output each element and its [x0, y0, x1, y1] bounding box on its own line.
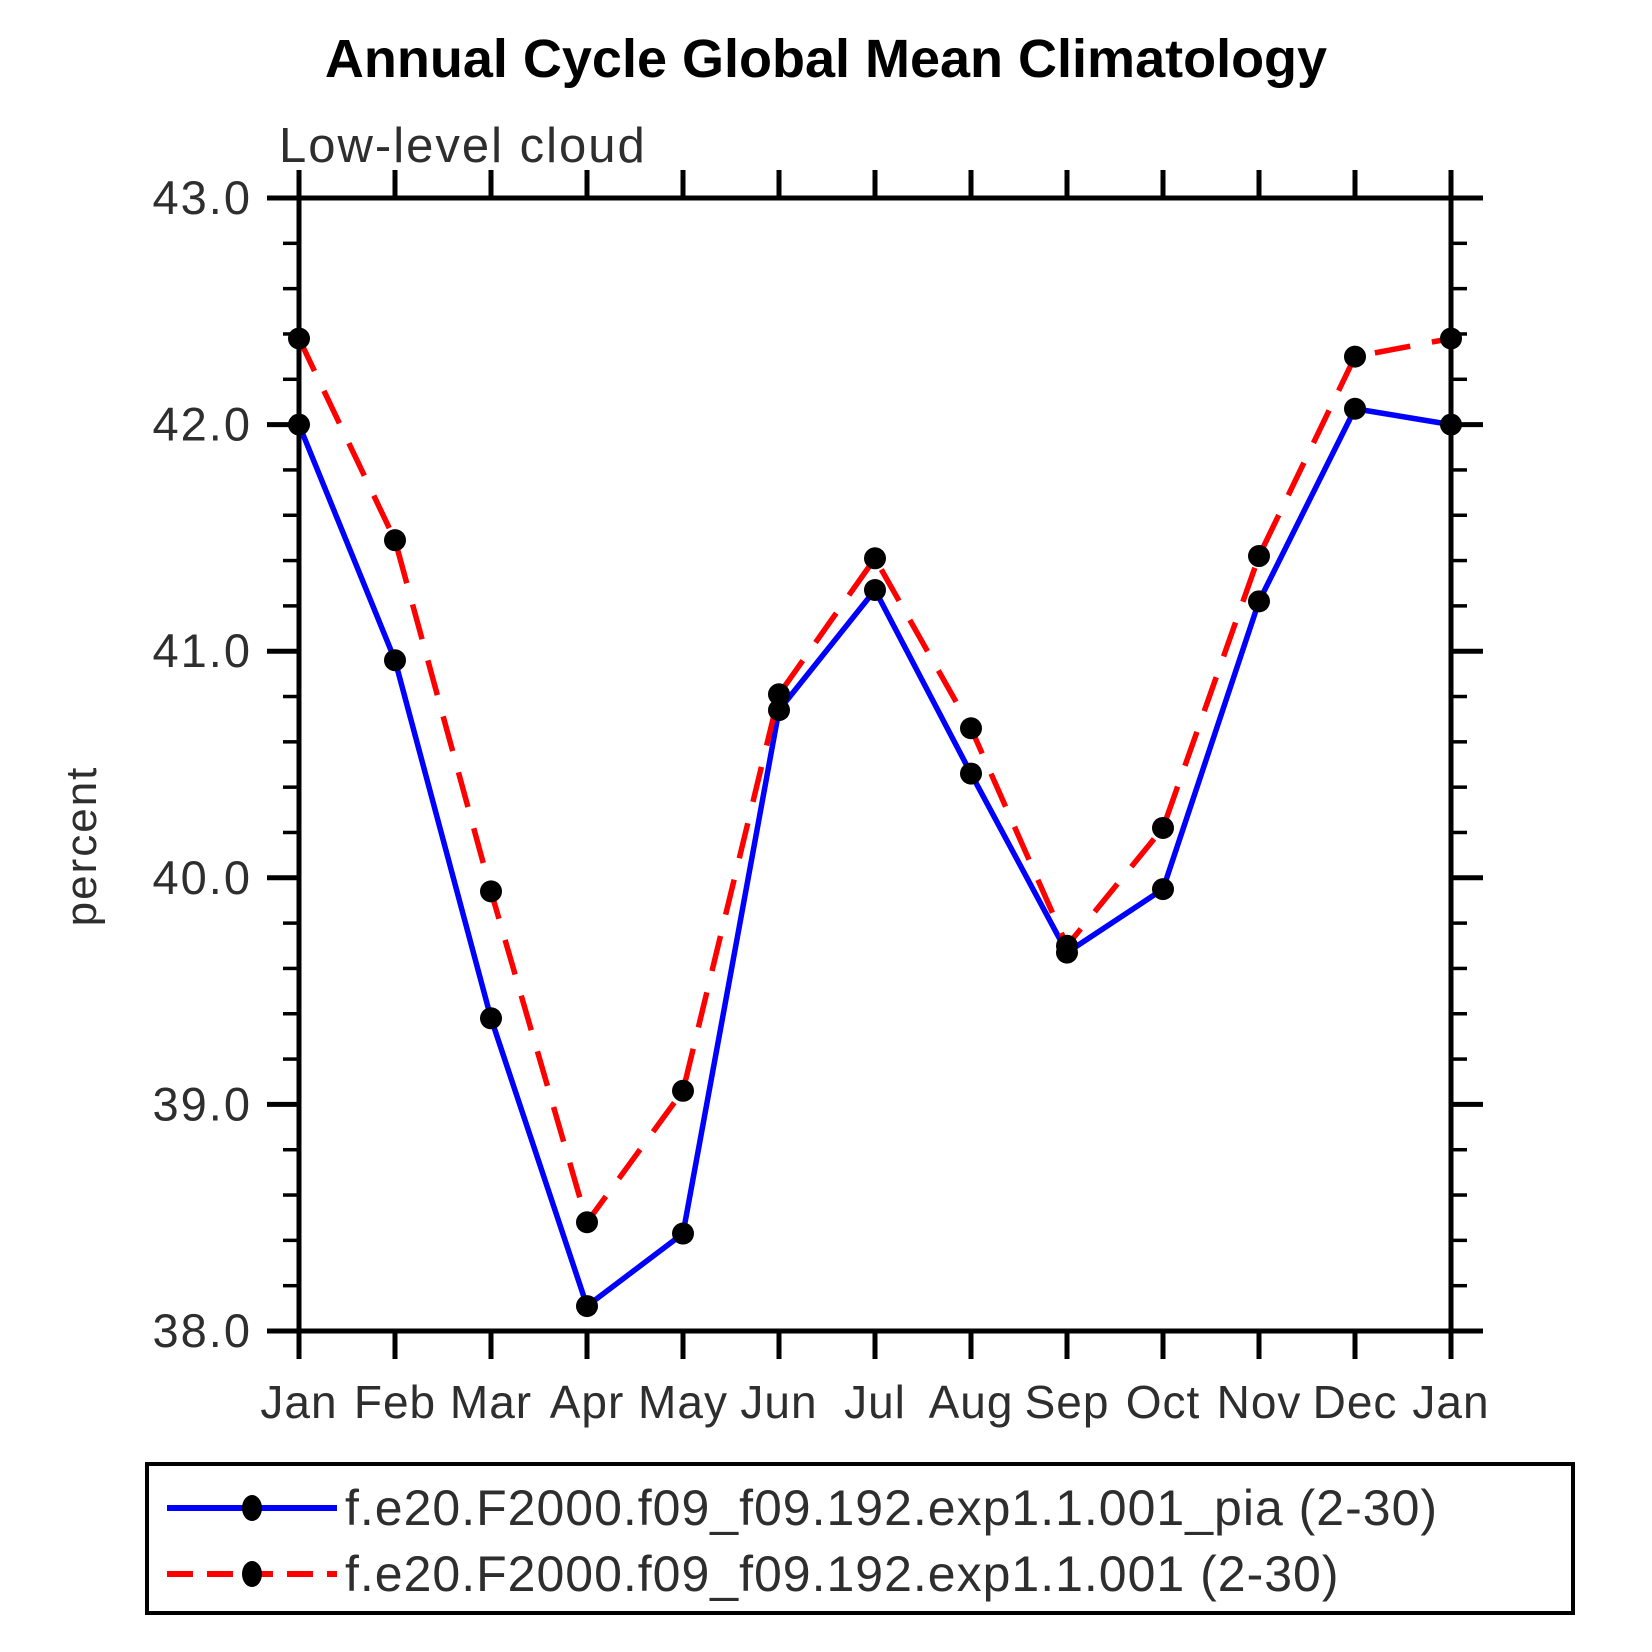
legend: f.e20.F2000.f09_f09.192.exp1.1.001_pia (… [145, 1462, 1575, 1615]
plot-frame [296, 195, 1454, 1334]
y-axis-title: percent [57, 766, 106, 927]
data-point-base-8 [1056, 934, 1078, 957]
data-point-pia-6 [864, 579, 886, 602]
series-line-pia [296, 405, 1452, 1309]
legend-sample-red-dashed-line [167, 1561, 337, 1587]
x-tick-label: Dec [1313, 1376, 1398, 1428]
data-point-pia-4 [672, 1222, 694, 1245]
x-tick-label: Jan [260, 1376, 337, 1428]
series-line-base [296, 335, 1452, 1225]
x-tick-label: Aug [929, 1376, 1014, 1428]
axes-layer: Jan Feb Mar Apr May Jun Jul Aug Sep Oct Nov Dec Jan3… [153, 170, 1489, 1428]
chart-title: Annual Cycle Global Mean Climatology [324, 29, 1328, 89]
data-point-base-1 [384, 529, 406, 552]
data-point-pia-12 [1440, 413, 1462, 436]
x-tick-label: Apr [550, 1376, 625, 1428]
legend-marker-dot-icon [242, 1495, 262, 1521]
data-point-base-4 [672, 1079, 694, 1102]
legend-sample-blue-solid-line [167, 1495, 337, 1521]
data-point-pia-7 [960, 762, 982, 785]
data-point-base-11 [1344, 345, 1366, 368]
y-tick-label: 41.0 [153, 624, 252, 677]
data-point-base-3 [576, 1211, 598, 1234]
data-point-pia-2 [480, 1007, 502, 1030]
data-point-base-9 [1152, 816, 1174, 839]
y-tick-label: 42.0 [153, 398, 252, 451]
data-point-base-2 [480, 880, 502, 903]
data-point-pia-9 [1152, 878, 1174, 901]
legend-label-base: f.e20.F2000.f09_f09.192.exp1.1.001 (2-30… [345, 1546, 1340, 1602]
legend-marker-dot-icon [242, 1561, 262, 1587]
data-point-pia-3 [576, 1295, 598, 1318]
data-point-pia-10 [1248, 590, 1270, 613]
x-tick-label: Jun [740, 1376, 817, 1428]
x-tick-label: Feb [354, 1376, 436, 1428]
y-tick-label: 39.0 [153, 1077, 252, 1130]
series-layer [288, 327, 1462, 1318]
legend-label-pia: f.e20.F2000.f09_f09.192.exp1.1.001_pia (… [345, 1480, 1439, 1536]
chart-subtitle: Low-level cloud [279, 119, 647, 173]
x-tick-label: Jan [1412, 1376, 1489, 1428]
data-point-base-6 [864, 547, 886, 570]
x-tick-label: Nov [1217, 1376, 1302, 1428]
y-tick-label: 43.0 [153, 171, 252, 224]
legend-entry-pia: f.e20.F2000.f09_f09.192.exp1.1.001_pia (… [149, 1478, 1571, 1538]
data-point-base-5 [768, 683, 790, 706]
data-point-base-12 [1440, 327, 1462, 350]
data-point-pia-1 [384, 649, 406, 672]
data-point-pia-0 [288, 413, 310, 436]
data-point-base-10 [1248, 545, 1270, 568]
x-tick-label: Jul [844, 1376, 906, 1428]
x-tick-label: Mar [450, 1376, 532, 1428]
legend-entry-base: f.e20.F2000.f09_f09.192.exp1.1.001 (2-30… [149, 1544, 1571, 1604]
x-tick-label: May [638, 1376, 728, 1428]
data-point-pia-11 [1344, 397, 1366, 420]
y-tick-label: 38.0 [153, 1304, 252, 1357]
y-tick-label: 40.0 [153, 851, 252, 904]
data-point-base-7 [960, 717, 982, 740]
data-point-base-0 [288, 327, 310, 350]
x-tick-label: Sep [1025, 1376, 1110, 1428]
x-tick-label: Oct [1126, 1376, 1201, 1428]
data-point-pia-5 [768, 699, 790, 722]
